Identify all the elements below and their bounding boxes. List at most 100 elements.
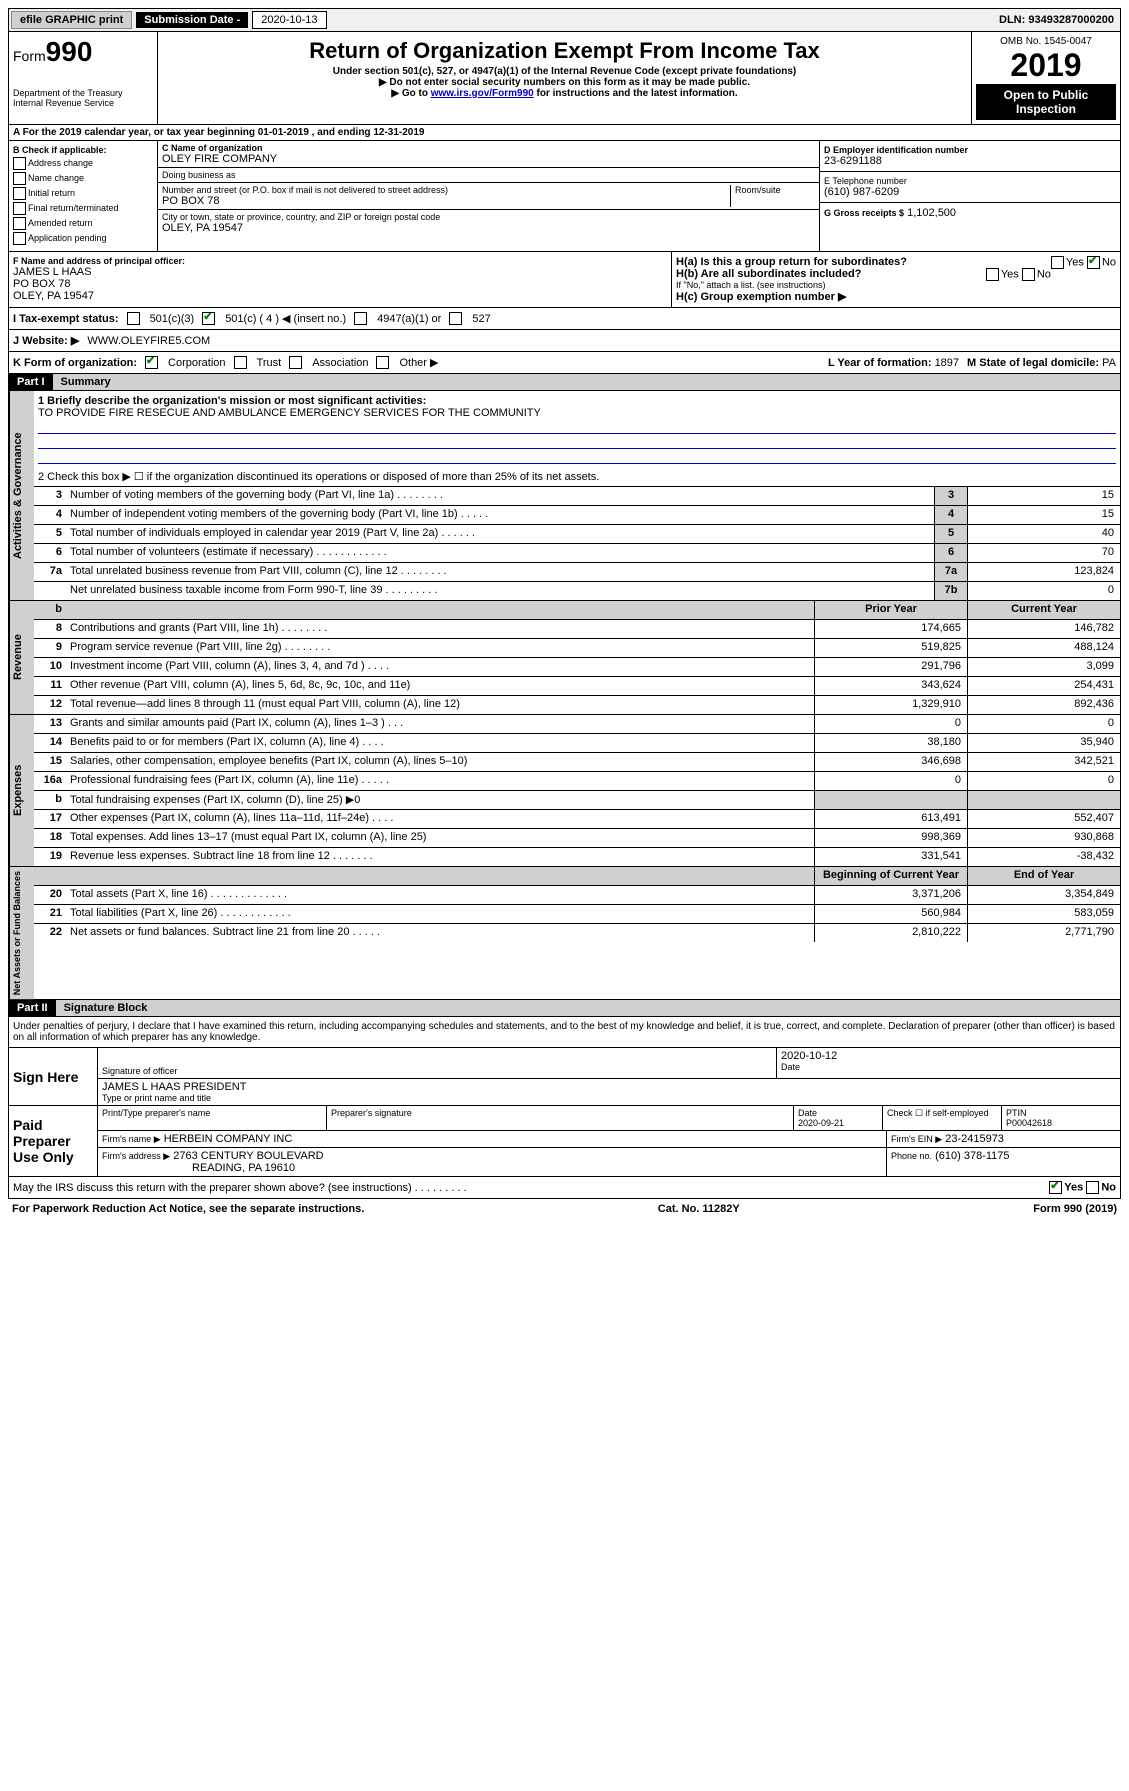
chk-4947[interactable]	[354, 312, 367, 325]
l-label: L Year of formation:	[828, 357, 932, 369]
firm-name: HERBEIN COMPANY INC	[164, 1133, 293, 1145]
col-current: Current Year	[967, 601, 1120, 619]
table-row: 10Investment income (Part VIII, column (…	[34, 658, 1120, 677]
chk-pending[interactable]	[13, 232, 26, 245]
chk-trust[interactable]	[234, 356, 247, 369]
website-row: J Website: ▶ WWW.OLEYFIRE5.COM	[8, 330, 1121, 352]
table-row: 13Grants and similar amounts paid (Part …	[34, 715, 1120, 734]
chk-other[interactable]	[376, 356, 389, 369]
city: OLEY, PA 19547	[162, 222, 815, 234]
domicile: PA	[1102, 357, 1116, 369]
firm-ein: 23-2415973	[945, 1133, 1004, 1145]
period-row: A For the 2019 calendar year, or tax yea…	[8, 125, 1121, 141]
opt-address: Address change	[28, 158, 93, 168]
firm-addr1: 2763 CENTURY BOULEVARD	[173, 1150, 323, 1162]
col-prior: Prior Year	[814, 601, 967, 619]
submission-label: Submission Date -	[136, 12, 248, 28]
chk-501c[interactable]	[202, 312, 215, 325]
signature-section: Under penalties of perjury, I declare th…	[8, 1017, 1121, 1177]
l1-label: 1 Briefly describe the organization's mi…	[38, 395, 1116, 407]
form-label: Form	[13, 48, 46, 64]
ha-no[interactable]	[1087, 256, 1100, 269]
note-goto-post: for instructions and the latest informat…	[534, 88, 738, 99]
efile-button[interactable]: efile GRAPHIC print	[11, 11, 132, 29]
prep-sig-label: Preparer's signature	[327, 1106, 794, 1130]
table-row: 19Revenue less expenses. Subtract line 1…	[34, 848, 1120, 866]
table-row: 5Total number of individuals employed in…	[34, 525, 1120, 544]
tax-status-row: I Tax-exempt status: 501(c)(3) 501(c) ( …	[8, 308, 1121, 330]
netassets-section: Net Assets or Fund Balances Beginning of…	[8, 867, 1121, 1000]
table-row: 20Total assets (Part X, line 16) . . . .…	[34, 886, 1120, 905]
form-header: Form990 Department of the Treasury Inter…	[8, 32, 1121, 125]
ha-label: H(a) Is this a group return for subordin…	[676, 256, 907, 268]
form-footer: Form 990 (2019)	[1033, 1203, 1117, 1215]
self-employed: Check ☐ if self-employed	[883, 1106, 1002, 1130]
table-row: 7aTotal unrelated business revenue from …	[34, 563, 1120, 582]
chk-assoc[interactable]	[289, 356, 302, 369]
form-title: Return of Organization Exempt From Incom…	[162, 38, 967, 64]
col-begin: Beginning of Current Year	[814, 867, 967, 885]
type-name-label: Type or print name and title	[102, 1093, 1116, 1103]
discuss-no[interactable]	[1086, 1181, 1099, 1194]
j-label: J Website: ▶	[13, 334, 79, 347]
addr-label: Number and street (or P.O. box if mail i…	[162, 185, 730, 195]
table-row: 12Total revenue—add lines 8 through 11 (…	[34, 696, 1120, 714]
chk-amended[interactable]	[13, 217, 26, 230]
dba-label: Doing business as	[162, 170, 236, 180]
chk-name[interactable]	[13, 172, 26, 185]
hb-no[interactable]	[1022, 268, 1035, 281]
hb-yes[interactable]	[986, 268, 999, 281]
open-public: Open to Public Inspection	[976, 84, 1116, 120]
omb-number: OMB No. 1545-0047	[976, 36, 1116, 47]
opt-final: Final return/terminated	[28, 203, 119, 213]
discuss-yes[interactable]	[1049, 1181, 1062, 1194]
g-label: G Gross receipts $	[824, 208, 904, 218]
mission: TO PROVIDE FIRE RESECUE AND AMBULANCE EM…	[38, 407, 1116, 419]
expenses-section: Expenses 13Grants and similar amounts pa…	[8, 715, 1121, 867]
part1-title: Summary	[53, 374, 1120, 390]
cat-no: Cat. No. 11282Y	[658, 1203, 740, 1215]
opt-pending: Application pending	[28, 233, 107, 243]
ptin: P00042618	[1006, 1118, 1116, 1128]
sign-here: Sign Here	[9, 1048, 97, 1105]
officer-addr2: OLEY, PA 19547	[13, 290, 667, 302]
address: PO BOX 78	[162, 195, 730, 207]
hb-note: If "No," attach a list. (see instruction…	[676, 280, 1116, 290]
opt-amended: Amended return	[28, 218, 93, 228]
revenue-section: Revenue b Prior Year Current Year 8Contr…	[8, 601, 1121, 715]
i-label: I Tax-exempt status:	[13, 313, 119, 325]
table-row: 11Other revenue (Part VIII, column (A), …	[34, 677, 1120, 696]
firm-phone: (610) 378-1175	[935, 1150, 1009, 1162]
discuss-row: May the IRS discuss this return with the…	[8, 1177, 1121, 1199]
table-row: 16aProfessional fundraising fees (Part I…	[34, 772, 1120, 791]
chk-501c3[interactable]	[127, 312, 140, 325]
room-label: Room/suite	[730, 185, 815, 207]
sig-date: 2020-10-12	[781, 1050, 1116, 1062]
net-label: Net Assets or Fund Balances	[9, 867, 34, 999]
table-row: Net unrelated business taxable income fr…	[34, 582, 1120, 600]
k-row: K Form of organization: Corporation Trus…	[8, 352, 1121, 374]
dln: DLN: 93493287000200	[999, 14, 1118, 26]
table-row: 6Total number of volunteers (estimate if…	[34, 544, 1120, 563]
opt-name: Name change	[28, 173, 84, 183]
chk-527[interactable]	[449, 312, 462, 325]
irs-link[interactable]: www.irs.gov/Form990	[431, 88, 534, 99]
e-label: E Telephone number	[824, 176, 1116, 186]
chk-final[interactable]	[13, 202, 26, 215]
note-ssn: ▶ Do not enter social security numbers o…	[162, 77, 967, 88]
table-row: 21Total liabilities (Part X, line 26) . …	[34, 905, 1120, 924]
paperwork-notice: For Paperwork Reduction Act Notice, see …	[12, 1203, 364, 1215]
chk-address[interactable]	[13, 157, 26, 170]
table-row: 4Number of independent voting members of…	[34, 506, 1120, 525]
chk-initial[interactable]	[13, 187, 26, 200]
chk-corp[interactable]	[145, 356, 158, 369]
gross-receipts: 1,102,500	[907, 207, 956, 219]
officer-name: JAMES L HAAS	[13, 266, 667, 278]
prep-date: 2020-09-21	[798, 1118, 878, 1128]
date-label: Date	[781, 1062, 1116, 1072]
b-label: B Check if applicable:	[13, 145, 153, 155]
table-row: 9Program service revenue (Part VIII, lin…	[34, 639, 1120, 658]
prep-name-label: Print/Type preparer's name	[98, 1106, 327, 1130]
ein: 23-6291188	[824, 155, 1116, 167]
ha-yes[interactable]	[1051, 256, 1064, 269]
